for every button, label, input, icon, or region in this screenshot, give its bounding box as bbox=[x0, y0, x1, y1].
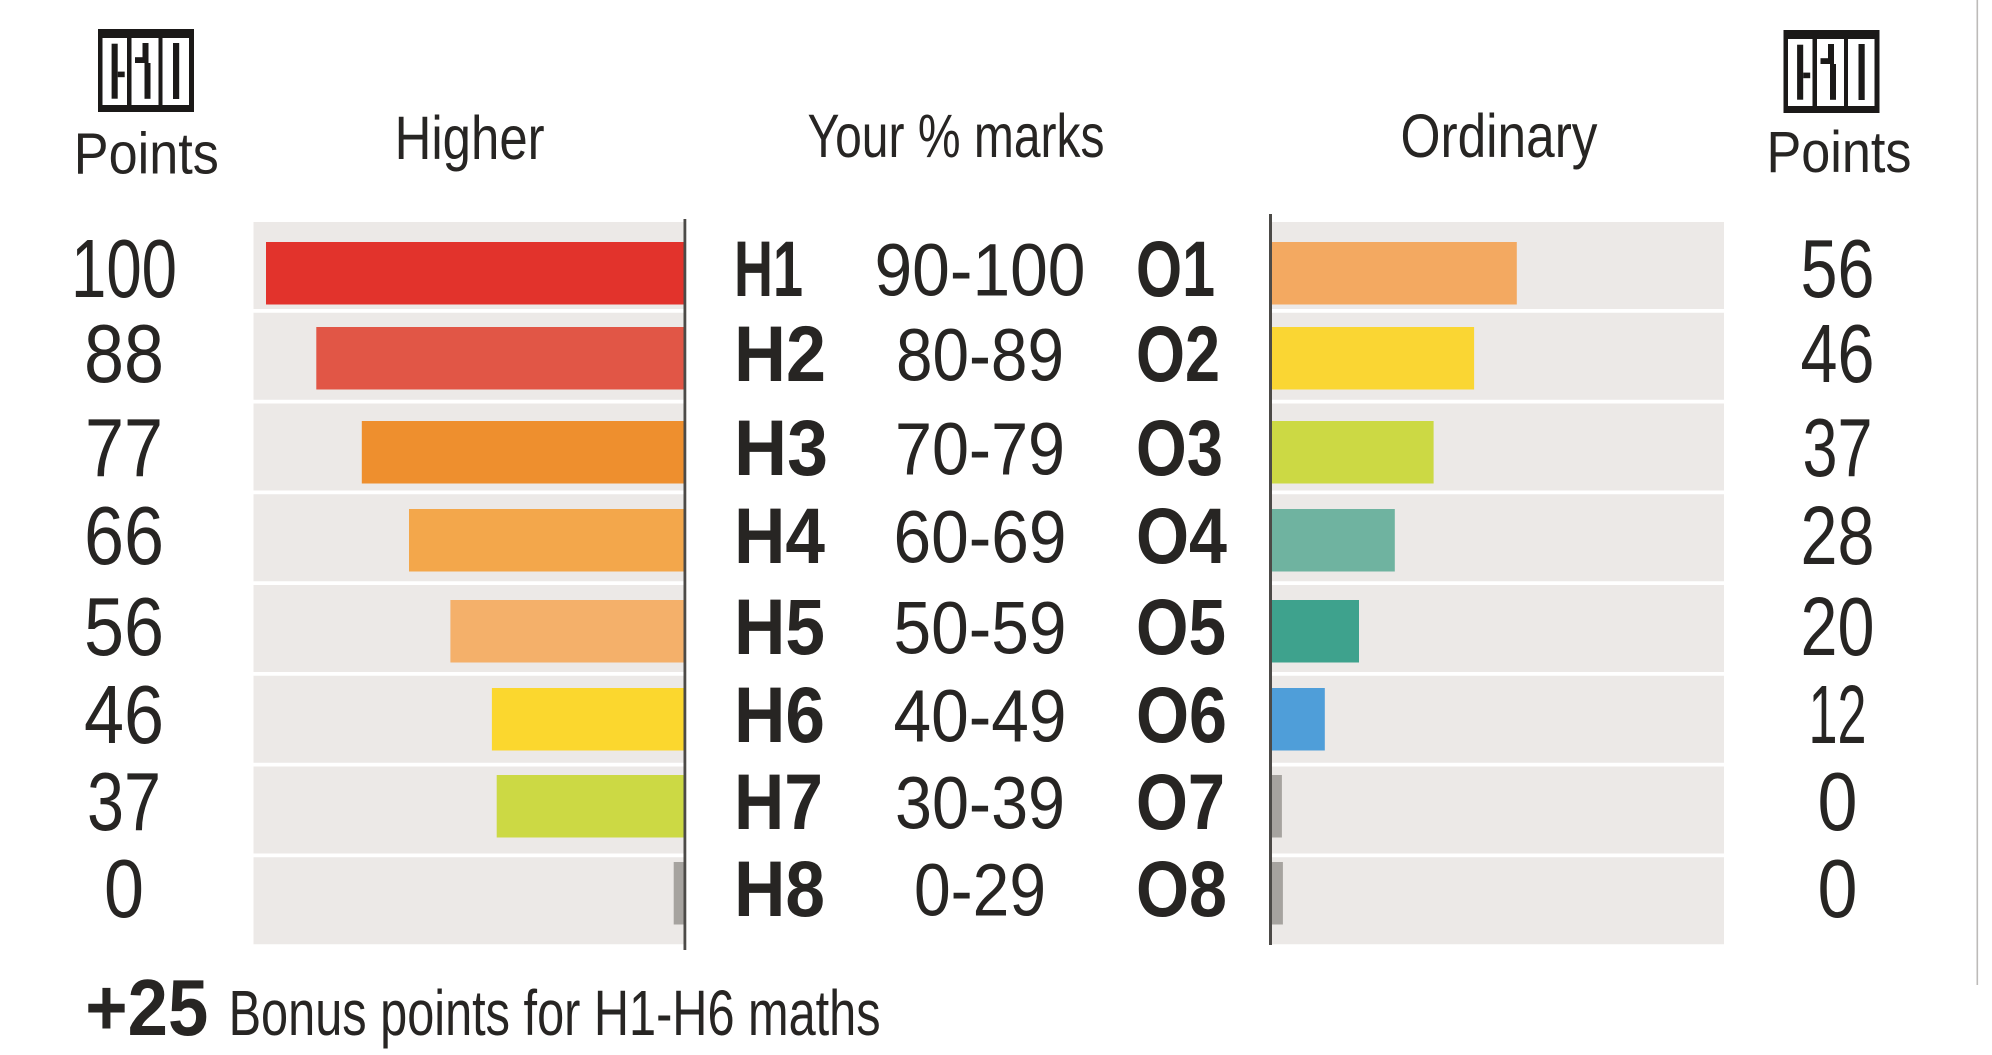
svg-text:O1: O1 bbox=[1136, 225, 1215, 313]
svg-text:H4: H4 bbox=[734, 492, 825, 580]
svg-text:H8: H8 bbox=[734, 845, 825, 933]
svg-text:12: 12 bbox=[1809, 668, 1867, 761]
svg-text:37: 37 bbox=[87, 755, 161, 848]
svg-text:Bonus points for H1-H6 maths: Bonus points for H1-H6 maths bbox=[229, 977, 881, 1049]
svg-text:H7: H7 bbox=[734, 758, 823, 846]
svg-text:80-89: 80-89 bbox=[896, 314, 1064, 397]
svg-text:70-79: 70-79 bbox=[895, 408, 1065, 491]
svg-text:56: 56 bbox=[84, 580, 164, 673]
svg-text:O2: O2 bbox=[1136, 310, 1220, 398]
svg-text:H3: H3 bbox=[734, 404, 828, 492]
svg-text:100: 100 bbox=[71, 222, 177, 315]
svg-text:0: 0 bbox=[1818, 755, 1858, 848]
svg-text:56: 56 bbox=[1801, 222, 1875, 315]
svg-text:60-69: 60-69 bbox=[894, 496, 1067, 579]
svg-text:O4: O4 bbox=[1136, 492, 1227, 580]
svg-text:0-29: 0-29 bbox=[914, 849, 1046, 932]
svg-text:H1: H1 bbox=[734, 225, 803, 313]
svg-text:O8: O8 bbox=[1136, 845, 1227, 933]
svg-text:Ordinary: Ordinary bbox=[1401, 102, 1598, 170]
svg-text:40-49: 40-49 bbox=[894, 675, 1067, 758]
svg-text:46: 46 bbox=[1801, 307, 1875, 400]
svg-text:50-59: 50-59 bbox=[894, 587, 1067, 670]
svg-text:37: 37 bbox=[1803, 401, 1873, 494]
svg-text:O3: O3 bbox=[1136, 404, 1223, 492]
svg-text:H5: H5 bbox=[734, 583, 825, 671]
svg-text:O7: O7 bbox=[1136, 758, 1225, 846]
svg-text:Higher: Higher bbox=[395, 104, 545, 172]
svg-text:H2: H2 bbox=[734, 310, 826, 398]
svg-text:Points: Points bbox=[1767, 120, 1912, 185]
svg-text:28: 28 bbox=[1801, 489, 1875, 582]
svg-text:66: 66 bbox=[84, 489, 164, 582]
svg-text:Your % marks: Your % marks bbox=[808, 102, 1105, 170]
svg-text:46: 46 bbox=[84, 668, 164, 761]
svg-text:30-39: 30-39 bbox=[895, 762, 1065, 845]
svg-text:+25: +25 bbox=[85, 963, 208, 1050]
svg-text:88: 88 bbox=[84, 307, 164, 400]
svg-text:0: 0 bbox=[104, 842, 144, 935]
svg-text:20: 20 bbox=[1801, 580, 1875, 673]
svg-text:H6: H6 bbox=[734, 671, 825, 759]
svg-text:77: 77 bbox=[85, 401, 163, 494]
svg-text:0: 0 bbox=[1818, 842, 1858, 935]
svg-text:Points: Points bbox=[74, 122, 219, 187]
svg-text:90-100: 90-100 bbox=[875, 229, 1086, 312]
svg-text:O5: O5 bbox=[1136, 583, 1226, 671]
svg-text:O6: O6 bbox=[1136, 671, 1227, 759]
